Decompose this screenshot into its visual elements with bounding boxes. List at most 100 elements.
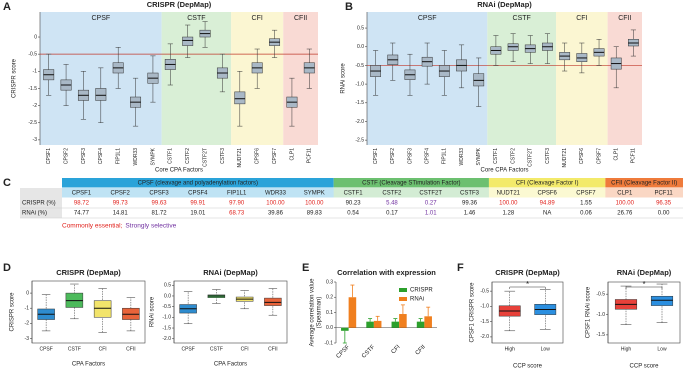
x-tick-label: CLP1 xyxy=(289,148,295,161)
y-tick-label: -2.0 xyxy=(480,334,489,340)
x-axis-label: CCP score xyxy=(513,364,543,370)
bar xyxy=(399,314,407,328)
x-tick-label: CPSF3 xyxy=(407,148,413,164)
table-cell: 5.48 xyxy=(386,201,398,207)
table-cell: 99.73 xyxy=(113,201,129,207)
box xyxy=(93,300,112,318)
box xyxy=(650,295,674,306)
row-label: CRISPR (%) xyxy=(22,201,56,207)
table-cell: 0.00 xyxy=(658,211,670,217)
y-tick-label: -2.0 xyxy=(162,336,171,342)
x-tick-label: CPSF4 xyxy=(98,148,104,164)
group-band xyxy=(556,12,608,145)
y-tick-label: -0.5 xyxy=(480,288,489,294)
group-label: CSTF xyxy=(187,15,205,22)
y-tick-label: 0.5 xyxy=(164,283,171,289)
x-tick-label: CPSF1 xyxy=(46,148,52,164)
y-tick-label: -2.5 xyxy=(28,120,37,126)
footnote: Commonly essential; xyxy=(62,223,123,230)
table-cell: 0.54 xyxy=(347,211,359,217)
box xyxy=(95,88,107,101)
x-tick-label: CPSF xyxy=(39,346,52,352)
table-cell: 100.00 xyxy=(616,201,635,207)
column-header xyxy=(488,188,606,198)
group-header-label: CFII (Cleavage Factor II) xyxy=(611,181,677,187)
x-tick-label: CPSF2 xyxy=(63,148,69,164)
x-tick-label: Low xyxy=(657,346,667,352)
x-tick-label: CSTF3 xyxy=(220,148,226,164)
table-cell: 100.00 xyxy=(305,201,324,207)
y-tick-label: 0.0 xyxy=(357,44,364,50)
y-tick-label: -1.0 xyxy=(596,312,605,318)
table-cell: 97.90 xyxy=(229,201,245,207)
x-tick-label: CFI xyxy=(99,346,107,352)
x-tick-label: CFII xyxy=(268,346,277,352)
x-tick-label: CPSF7 xyxy=(596,148,602,164)
y-tick-label: 0.3 xyxy=(326,279,333,285)
column-header-label: WDR33 xyxy=(265,191,287,197)
column-header-label: PCF11 xyxy=(654,191,673,197)
chart-title: CRISPR (DepMap) xyxy=(56,268,121,277)
x-tick-label: CPSF1 xyxy=(373,148,379,164)
x-axis-label: Core CPA Factors xyxy=(481,168,529,174)
x-tick-label: CPSF4 xyxy=(424,148,430,164)
panel-label: A xyxy=(3,1,11,13)
table-cell: 0.17 xyxy=(386,211,398,217)
x-tick-label: CSTF2 xyxy=(185,148,191,164)
significance-label: * xyxy=(642,280,645,289)
group-header xyxy=(333,178,489,188)
y-tick-label: -1.5 xyxy=(480,319,489,325)
bar xyxy=(416,321,425,328)
y-tick-label: -2.5 xyxy=(355,137,364,143)
group-band xyxy=(161,12,232,145)
y-tick-label: -0.5 xyxy=(28,51,37,57)
legend-swatch xyxy=(399,288,407,292)
x-tick-label: CPSF xyxy=(181,346,194,352)
table-cell: 100.00 xyxy=(266,201,285,207)
column-header xyxy=(62,188,334,198)
panel-label: C xyxy=(3,177,11,189)
y-tick-label: -2 xyxy=(33,103,38,109)
column-header-label: CSTF2T xyxy=(419,191,442,197)
y-tick-label: -1.5 xyxy=(28,86,37,92)
legend-label: RNAi xyxy=(410,297,424,303)
y-axis-label: Average correlation value xyxy=(310,278,316,347)
group-label: CFII xyxy=(294,15,307,22)
table-cell: 90.23 xyxy=(346,201,362,207)
group-header-label: CPSF (cleavage and polyadenylation facto… xyxy=(138,181,258,187)
x-tick-label: CSTF2T xyxy=(202,148,208,167)
column-header-label: CPSF7 xyxy=(576,191,596,197)
column-header-label: CPSF3 xyxy=(149,191,169,197)
chart-title: RNAi (DepMap) xyxy=(203,268,258,277)
table-cell: NA xyxy=(543,211,551,217)
x-tick-label: CPSF6 xyxy=(255,148,261,164)
row-label: RNAi (%) xyxy=(22,211,47,217)
y-tick-label: 0 xyxy=(34,34,37,40)
table-cell: 89.83 xyxy=(307,211,323,217)
column-header-label: CPSF4 xyxy=(188,191,208,197)
plot-frame xyxy=(607,281,681,344)
y-tick-label: -1 xyxy=(25,306,30,312)
x-tick-label: FIP1L1 xyxy=(116,148,122,164)
table-cell: 26.76 xyxy=(617,211,633,217)
group-band xyxy=(283,12,318,145)
y-axis-label: CRISPR score xyxy=(12,58,18,98)
x-tick-label: CLP1 xyxy=(614,148,620,161)
x-tick-label: SYMPK xyxy=(150,147,156,165)
x-tick-label: WDR33 xyxy=(459,148,465,166)
y-axis-label: CPSF1 RNAi score xyxy=(586,286,592,338)
y-tick-label: -1.0 xyxy=(355,81,364,87)
x-axis-label: CCP score xyxy=(630,364,660,370)
x-tick-label: SYMPK xyxy=(476,147,482,165)
table-cell: 1.55 xyxy=(580,201,592,207)
panel-label: B xyxy=(345,1,353,13)
x-tick-label: CSTF2 xyxy=(510,148,516,164)
group-header xyxy=(62,178,334,188)
column-header-label: CPSF2 xyxy=(111,191,131,197)
table-cell: 1.46 xyxy=(464,211,476,217)
x-tick-label: CSTF xyxy=(68,346,81,352)
column-header-label: SYMPK xyxy=(304,191,325,197)
x-tick-label: CFII xyxy=(415,344,427,356)
table-cell: 68.73 xyxy=(229,211,245,217)
